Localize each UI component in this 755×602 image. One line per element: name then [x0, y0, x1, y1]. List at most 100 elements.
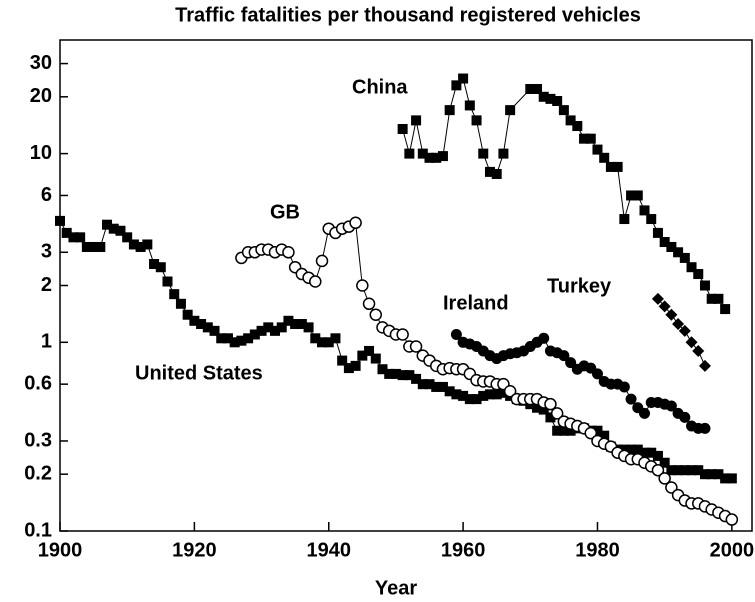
marker: [282, 246, 295, 259]
chart-title: Traffic fatalities per thousand register…: [175, 4, 641, 26]
marker: [572, 121, 583, 132]
x-tick-label: 2000: [710, 539, 755, 561]
marker: [390, 368, 401, 379]
marker: [544, 397, 557, 411]
marker: [356, 279, 369, 292]
marker: [652, 227, 663, 238]
marker: [303, 322, 314, 333]
marker: [458, 390, 469, 401]
marker: [665, 308, 678, 321]
marker: [276, 322, 287, 333]
marker: [471, 115, 482, 126]
marker: [652, 450, 663, 461]
marker: [437, 151, 448, 162]
marker: [377, 364, 388, 375]
marker: [142, 239, 153, 250]
marker: [61, 227, 72, 238]
series-label: Turkey: [547, 275, 612, 297]
marker: [397, 370, 408, 381]
marker: [269, 325, 280, 336]
x-axis-label: Year: [375, 577, 417, 599]
marker: [538, 332, 550, 344]
marker: [417, 148, 428, 159]
marker: [552, 425, 563, 436]
marker: [458, 73, 469, 84]
marker: [68, 232, 79, 243]
marker: [639, 447, 650, 458]
marker: [579, 133, 590, 144]
marker: [362, 297, 376, 311]
marker: [315, 254, 329, 268]
y-tick-label: 20: [30, 85, 52, 107]
marker: [725, 513, 739, 526]
series-line: [59, 220, 732, 479]
marker: [424, 379, 435, 390]
marker: [309, 275, 322, 288]
y-tick-label: 0.1: [24, 519, 52, 541]
marker: [632, 444, 643, 455]
marker: [525, 83, 536, 94]
marker: [532, 402, 543, 413]
marker: [726, 473, 737, 484]
marker: [720, 304, 731, 315]
marker: [484, 389, 495, 400]
marker: [249, 329, 260, 340]
marker: [545, 412, 556, 423]
marker: [565, 357, 577, 369]
marker: [585, 133, 596, 144]
y-tick-label: 0.6: [24, 372, 52, 394]
marker: [658, 472, 671, 485]
marker: [672, 318, 685, 331]
series-label: United States: [135, 362, 263, 384]
marker: [451, 389, 462, 400]
marker: [659, 457, 670, 468]
marker: [498, 148, 509, 159]
marker: [451, 80, 462, 91]
marker: [592, 144, 603, 155]
marker: [626, 444, 637, 455]
marker: [685, 336, 698, 349]
marker: [678, 324, 691, 337]
marker: [431, 381, 442, 392]
marker: [545, 93, 556, 104]
marker: [196, 319, 207, 330]
marker: [396, 328, 409, 341]
y-tick-label: 0.3: [24, 429, 52, 451]
marker: [364, 345, 375, 356]
marker: [478, 390, 489, 401]
marker: [95, 241, 106, 252]
marker: [666, 241, 677, 252]
marker: [679, 411, 691, 423]
marker: [337, 355, 348, 366]
marker: [155, 262, 166, 273]
marker: [626, 190, 637, 201]
marker: [175, 298, 186, 309]
marker: [243, 333, 254, 344]
marker: [619, 444, 630, 455]
marker: [686, 262, 697, 273]
marker: [619, 214, 630, 225]
marker: [349, 216, 362, 230]
marker: [397, 124, 408, 135]
marker: [565, 115, 576, 126]
marker: [686, 465, 697, 476]
x-tick-label: 1940: [306, 539, 351, 561]
marker: [317, 337, 328, 348]
marker: [618, 381, 630, 393]
marker: [202, 322, 213, 333]
x-tick-label: 1980: [575, 539, 620, 561]
marker: [411, 115, 422, 126]
marker: [706, 469, 717, 480]
marker: [693, 465, 704, 476]
marker: [491, 168, 502, 179]
marker: [424, 152, 435, 163]
marker: [149, 258, 160, 269]
marker: [651, 463, 665, 477]
marker: [478, 148, 489, 159]
marker: [679, 252, 690, 263]
marker: [310, 333, 321, 344]
marker: [369, 308, 383, 321]
marker: [699, 469, 710, 480]
marker: [296, 319, 307, 330]
